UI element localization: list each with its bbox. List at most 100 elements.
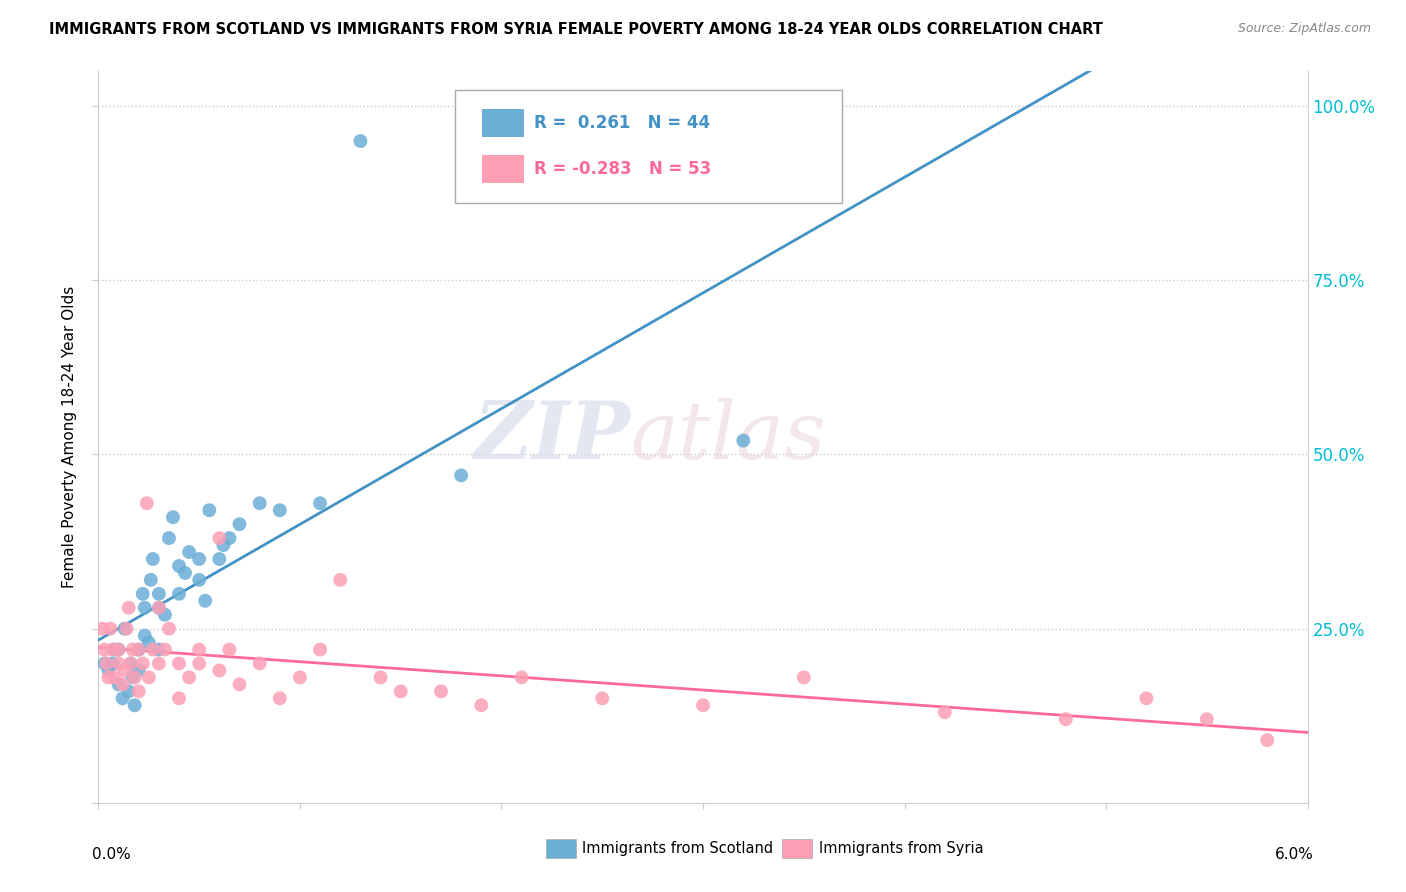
Point [118, 600, 141, 615]
Point [194, 594, 217, 608]
Point [157, 622, 180, 636]
Bar [482, 155, 524, 183]
Point [733, 434, 755, 448]
Point [148, 600, 170, 615]
Point [132, 587, 155, 601]
Point [121, 642, 143, 657]
Point [97, 664, 120, 678]
Point [138, 670, 160, 684]
Point [100, 622, 122, 636]
Point [138, 635, 160, 649]
Point [198, 503, 221, 517]
Point [114, 622, 136, 636]
Point [179, 545, 201, 559]
Bar [782, 839, 811, 858]
Point [208, 552, 231, 566]
Point [139, 573, 162, 587]
Point [114, 664, 136, 678]
Point [124, 670, 146, 684]
Point [153, 642, 176, 657]
Text: Immigrants from Syria: Immigrants from Syria [820, 840, 984, 855]
Point [1256, 733, 1278, 747]
Point [179, 670, 201, 684]
Text: Source: ZipAtlas.com: Source: ZipAtlas.com [1237, 22, 1371, 36]
Text: 0.0%: 0.0% [93, 847, 131, 862]
Text: ZIP: ZIP [474, 399, 630, 475]
Point [188, 552, 211, 566]
Point [115, 622, 138, 636]
Point [134, 629, 156, 643]
Point [269, 691, 291, 706]
Point [120, 657, 142, 671]
Point [153, 607, 176, 622]
Point [107, 677, 129, 691]
Point [96, 657, 118, 671]
Point [218, 531, 240, 545]
Point [101, 657, 124, 671]
Point [148, 587, 170, 601]
Point [167, 587, 190, 601]
Point [132, 657, 155, 671]
Text: atlas: atlas [630, 399, 825, 475]
Point [128, 642, 150, 657]
Point [934, 705, 956, 719]
Point [124, 698, 146, 713]
FancyBboxPatch shape [456, 90, 842, 203]
Point [1195, 712, 1218, 726]
Point [93, 657, 115, 671]
Point [208, 664, 231, 678]
Point [148, 642, 170, 657]
Point [212, 538, 235, 552]
Point [142, 552, 165, 566]
Point [128, 664, 150, 678]
Point [228, 677, 250, 691]
Point [188, 657, 211, 671]
Point [142, 642, 165, 657]
Point [370, 670, 392, 684]
Bar [482, 110, 524, 137]
Point [167, 558, 190, 573]
Text: IMMIGRANTS FROM SCOTLAND VS IMMIGRANTS FROM SYRIA FEMALE POVERTY AMONG 18-24 YEA: IMMIGRANTS FROM SCOTLAND VS IMMIGRANTS F… [49, 22, 1104, 37]
Point [188, 573, 211, 587]
Point [218, 642, 240, 657]
Point [120, 657, 142, 671]
Point [121, 670, 143, 684]
Point [309, 642, 332, 657]
Point [134, 600, 156, 615]
Point [470, 698, 492, 713]
Point [692, 698, 714, 713]
Text: 6.0%: 6.0% [1275, 847, 1313, 862]
Point [111, 691, 134, 706]
Point [128, 684, 150, 698]
Point [93, 642, 115, 657]
Point [228, 517, 250, 532]
Point [148, 600, 170, 615]
Point [174, 566, 197, 580]
Bar [546, 839, 576, 858]
Point [188, 642, 211, 657]
Point [591, 691, 613, 706]
Point [128, 642, 150, 657]
Point [101, 642, 124, 657]
Point [1135, 691, 1157, 706]
Point [329, 573, 352, 587]
Point [167, 691, 190, 706]
Text: R = -0.283   N = 53: R = -0.283 N = 53 [534, 161, 711, 178]
Point [103, 670, 125, 684]
Point [118, 684, 141, 698]
Point [1054, 712, 1077, 726]
Point [91, 622, 114, 636]
Point [103, 642, 125, 657]
Point [107, 642, 129, 657]
Y-axis label: Female Poverty Among 18-24 Year Olds: Female Poverty Among 18-24 Year Olds [62, 286, 77, 588]
Point [148, 657, 170, 671]
Text: R =  0.261   N = 44: R = 0.261 N = 44 [534, 114, 710, 132]
Point [389, 684, 412, 698]
Point [349, 134, 371, 148]
Point [111, 677, 134, 691]
Point [430, 684, 453, 698]
Point [510, 670, 533, 684]
Point [208, 531, 231, 545]
Point [249, 496, 271, 510]
Point [167, 657, 190, 671]
